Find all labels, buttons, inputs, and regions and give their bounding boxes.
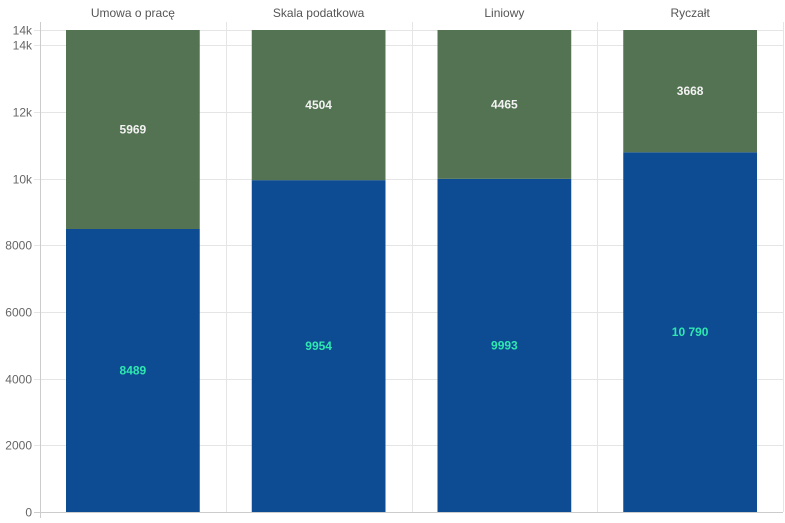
data-label: 8489 — [120, 363, 147, 377]
data-label: 9954 — [305, 339, 332, 353]
bar-segment[interactable] — [66, 30, 200, 229]
category-label: Umowa o pracę — [91, 6, 175, 20]
bar-segment[interactable] — [623, 30, 757, 153]
y-tick-label: 2000 — [5, 439, 32, 453]
y-tick-label: 8000 — [5, 239, 32, 253]
y-tick-label: 14k — [13, 39, 33, 53]
data-label: 3668 — [677, 84, 704, 98]
y-tick-label: 14k — [13, 24, 33, 38]
category-label: Skala podatkowa — [273, 6, 365, 20]
y-tick-label: 6000 — [5, 306, 32, 320]
data-label: 10 790 — [672, 325, 709, 339]
y-tick-label: 0 — [25, 506, 32, 520]
bar-segment[interactable] — [251, 30, 386, 181]
data-label: 9993 — [491, 338, 518, 352]
data-label: 4465 — [491, 97, 518, 111]
bar-segment[interactable] — [623, 152, 757, 513]
bar-segment[interactable] — [251, 180, 386, 512]
bar-segment[interactable] — [437, 178, 572, 512]
y-tick-label: 12k — [13, 106, 33, 120]
data-label: 5969 — [120, 122, 147, 136]
bar-segment[interactable] — [437, 30, 572, 179]
y-tick-label: 4000 — [5, 373, 32, 387]
data-label: 4504 — [305, 98, 332, 112]
y-tick-label: 10k — [13, 173, 33, 187]
bar-segment[interactable] — [66, 228, 200, 512]
category-axis: Umowa o pracę Skala podatkowa Liniowy Rycza… — [91, 6, 711, 20]
bars: 8489 5969 9954 4504 9993 4465 10 790 3668 — [66, 30, 757, 513]
category-label: Liniowy — [484, 6, 524, 20]
category-label: Ryczałt — [670, 6, 710, 20]
